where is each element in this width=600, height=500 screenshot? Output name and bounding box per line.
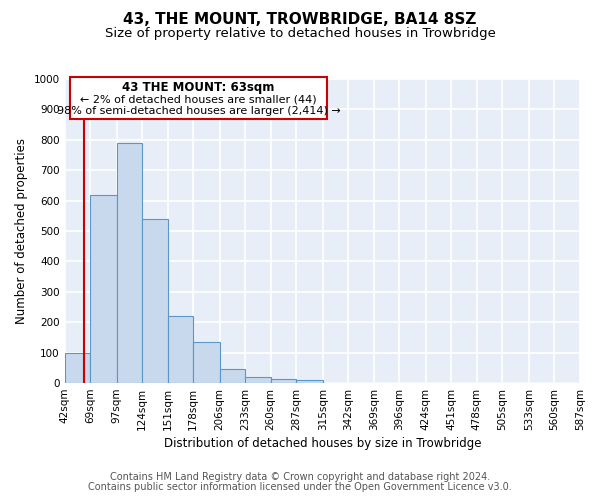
Bar [142,219,167,383]
Text: 43 THE MOUNT: 63sqm: 43 THE MOUNT: 63sqm [122,80,275,94]
Text: 98% of semi-detached houses are larger (2,414) →: 98% of semi-detached houses are larger (… [56,106,340,117]
Bar [271,380,296,383]
Text: Contains public sector information licensed under the Open Government Licence v3: Contains public sector information licen… [88,482,512,492]
Bar [296,380,323,383]
Bar [193,342,220,383]
FancyBboxPatch shape [70,78,328,118]
Bar [167,316,193,383]
Bar [65,352,90,383]
Text: Contains HM Land Registry data © Crown copyright and database right 2024.: Contains HM Land Registry data © Crown c… [110,472,490,482]
Bar [220,370,245,383]
Bar [116,143,142,383]
Text: 43, THE MOUNT, TROWBRIDGE, BA14 8SZ: 43, THE MOUNT, TROWBRIDGE, BA14 8SZ [124,12,476,28]
Bar [245,377,271,383]
X-axis label: Distribution of detached houses by size in Trowbridge: Distribution of detached houses by size … [164,437,481,450]
Text: ← 2% of detached houses are smaller (44): ← 2% of detached houses are smaller (44) [80,94,317,104]
Y-axis label: Number of detached properties: Number of detached properties [15,138,28,324]
Text: Size of property relative to detached houses in Trowbridge: Size of property relative to detached ho… [104,28,496,40]
Bar [90,194,116,383]
